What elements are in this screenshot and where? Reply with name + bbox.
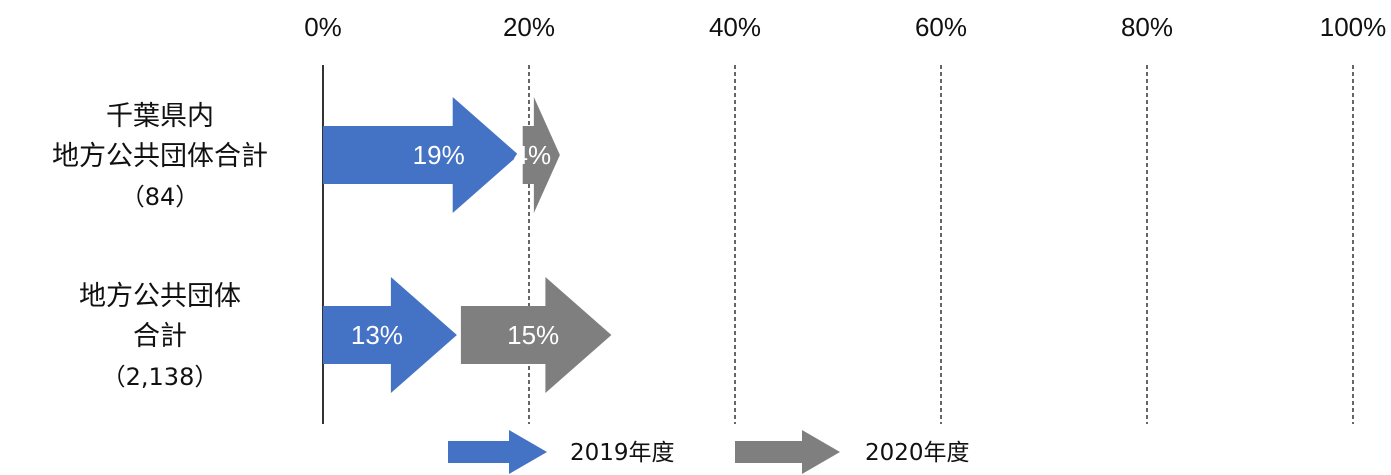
data-label: 4% xyxy=(513,140,551,170)
bar-2020 xyxy=(460,277,612,393)
data-label: 15% xyxy=(507,320,559,350)
grid xyxy=(322,65,1354,424)
legend-swatch xyxy=(448,430,547,474)
category-label: 地方公共団体 xyxy=(79,281,241,312)
x-axis-ticks: 0% 20% 40% 60% 80% 100% xyxy=(304,12,1386,42)
bars: 19% 4% 13% 15% xyxy=(323,97,612,393)
category-label: 合計 xyxy=(133,321,187,352)
bar-2019 xyxy=(323,97,519,213)
legend: 2019年度 2020年度 xyxy=(448,430,970,474)
category-count-label: （2,138） xyxy=(102,363,219,391)
category-label: 地方公共団体合計 xyxy=(52,141,268,172)
legend-swatch xyxy=(735,430,840,474)
legend-label: 2020年度 xyxy=(865,440,970,466)
bar-2019 xyxy=(323,277,457,393)
legend-label: 2019年度 xyxy=(570,440,675,466)
data-label: 19% xyxy=(413,140,465,170)
x-tick-label: 20% xyxy=(503,12,555,42)
x-tick-label: 0% xyxy=(304,12,342,42)
x-tick-label: 40% xyxy=(709,12,761,42)
category-count-label: （84） xyxy=(121,183,200,211)
data-label: 13% xyxy=(351,320,403,350)
x-tick-label: 100% xyxy=(1320,12,1387,42)
category-label: 千葉県内 xyxy=(106,101,214,132)
x-tick-label: 80% xyxy=(1121,12,1173,42)
x-tick-label: 60% xyxy=(915,12,967,42)
bar-2020 xyxy=(522,97,560,213)
